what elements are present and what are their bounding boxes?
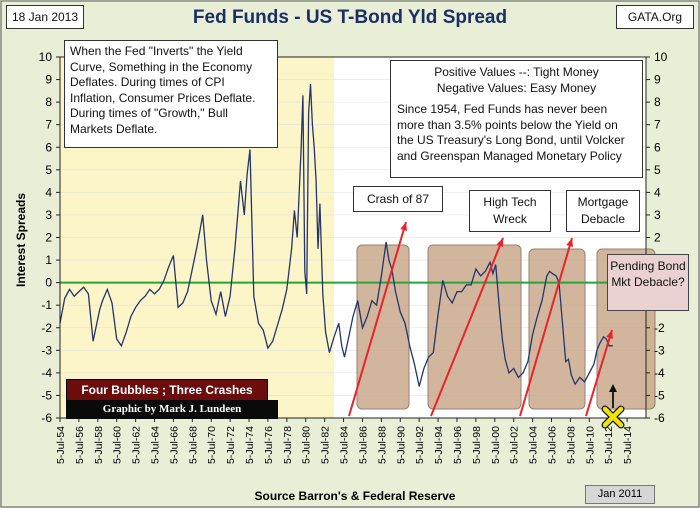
y-tick-label-left: 4 <box>45 185 52 199</box>
x-tick-label: 5-Jul-84 <box>339 426 351 464</box>
crash-arrows <box>348 221 613 417</box>
spread-series-line <box>59 84 613 387</box>
x-tick-label: 5-Jul-06 <box>546 426 558 464</box>
y-tick-label-right: 9 <box>654 73 661 87</box>
y-tick-label-right: 10 <box>654 50 668 64</box>
x-tick-label: 5-Jul-62 <box>131 426 143 464</box>
bubble-box-2000 <box>427 244 522 410</box>
crash-arrow <box>430 237 504 417</box>
x-tick-label: 5-Jul-98 <box>471 426 483 464</box>
x-tick-label: 5-Jul-82 <box>320 426 332 464</box>
crash-arrow-head <box>606 330 613 339</box>
crash-arrow <box>348 221 407 417</box>
y-tick-label-right: 4 <box>654 185 661 199</box>
x-tick-label: 5-Jul-04 <box>528 426 540 464</box>
x-tick-label: 5-Jul-56 <box>74 426 86 464</box>
y-tick-label-right: -3 <box>654 343 665 357</box>
y-tick-label-right: 8 <box>654 95 661 109</box>
y-tick-label-left: -4 <box>41 366 52 380</box>
x-tick-label: 5-Jul-14 <box>622 426 634 464</box>
y-tick-label-left: -6 <box>41 411 52 425</box>
y-tick-label-left: -1 <box>41 298 52 312</box>
y-tick-label-left: -5 <box>41 388 52 402</box>
x-tick-label: 5-Jul-74 <box>244 426 256 464</box>
x-tick-label: 5-Jul-94 <box>433 426 445 464</box>
y-tick-label-left: 7 <box>45 118 52 132</box>
site-label: GATA.Org <box>616 5 694 29</box>
y-tick-label-left: 6 <box>45 140 52 154</box>
y-tick-label-left: 8 <box>45 95 52 109</box>
x-tick-label: 5-Jul-58 <box>93 426 105 464</box>
y-tick-label-right: 2 <box>654 231 661 245</box>
y-axis-title: Interest Spreads <box>14 193 28 287</box>
x-tick-label: 5-Jul-68 <box>187 426 199 464</box>
y-tick-label-left: 2 <box>45 231 52 245</box>
x-tick-label: 5-Jul-96 <box>452 426 464 464</box>
chart-title: Fed Funds - US T-Bond Yld Spread <box>192 7 508 28</box>
y-tick-label-right: 3 <box>654 208 661 222</box>
y-tick-label-right: -6 <box>654 411 665 425</box>
x-tick-label: 5-Jul-72 <box>225 426 237 464</box>
y-tick-label-left: 9 <box>45 73 52 87</box>
y-tick-label-left: 10 <box>39 50 53 64</box>
y-tick-label-right: 7 <box>654 118 661 132</box>
x-tick-label: 5-Jul-86 <box>357 426 369 464</box>
left-note: When the Fed "Inverts" the Yield Curve, … <box>64 40 278 148</box>
x-tick-label: 5-Jul-02 <box>509 426 521 464</box>
callout-high-tech: High Tech Wreck <box>469 190 551 232</box>
right-note-line-2: Negative Values: Easy Money <box>436 80 597 95</box>
x-tick-label: 5-Jul-08 <box>565 426 577 464</box>
x-tick-label: 5-Jul-54 <box>55 426 67 464</box>
crash-arrow-head <box>400 222 408 231</box>
callout-crash-87: Crash of 87 <box>353 186 443 212</box>
x-tick-label: 5-Jul-80 <box>301 426 313 464</box>
y-tick-label-left: -2 <box>41 321 52 335</box>
y-tick-label-left: 5 <box>45 163 52 177</box>
y-tick-label-right: 5 <box>654 163 661 177</box>
crash-arrow <box>585 329 613 417</box>
crash-arrow <box>519 237 573 417</box>
y-tick-label-left: 0 <box>45 276 52 290</box>
x-tick-label: 5-Jul-76 <box>263 426 275 464</box>
crash-arrow-head <box>566 238 574 247</box>
x-tick-label: 5-Jul-00 <box>490 426 502 464</box>
y-tick-label-right: -2 <box>654 321 665 335</box>
y-tick-label-left: 3 <box>45 208 52 222</box>
bubble-box-2007 <box>528 248 586 410</box>
bubbles-banner: Four Bubbles ; Three Crashes <box>66 379 268 402</box>
y-tick-label-left: 1 <box>45 253 52 267</box>
right-note: Positive Values --: Tight Money Negative… <box>390 60 643 178</box>
callout-pending: Pending Bond Mkt Debacle? <box>607 254 689 311</box>
x-axis-title: Source Barron's & Federal Reserve <box>255 489 456 503</box>
x-tick-label: 5-Jul-60 <box>112 426 124 464</box>
x-tick-label: 5-Jul-70 <box>206 426 218 464</box>
x-tick-label: 5-Jul-64 <box>150 426 162 464</box>
right-note-line-1: Positive Values --: Tight Money <box>434 65 599 79</box>
jan-2011-marker <box>601 384 625 429</box>
x-tick-label: 5-Jul-12 <box>603 426 615 464</box>
callout-mortgage: Mortgage Debacle <box>566 190 640 232</box>
x-tick-label: 5-Jul-78 <box>282 426 294 464</box>
crash-arrow-head <box>496 238 504 247</box>
y-tick-label-right: -4 <box>654 366 665 380</box>
x-tick-label: 5-Jul-90 <box>395 426 407 464</box>
y-tick-label-right: 6 <box>654 140 661 154</box>
x-tick-label: 5-Jul-92 <box>414 426 426 464</box>
x-tick-label: 5-Jul-66 <box>168 426 180 464</box>
date-label: 18 Jan 2013 <box>6 5 84 29</box>
x-tick-label: 5-Jul-88 <box>376 426 388 464</box>
y-tick-label-left: -3 <box>41 343 52 357</box>
credit-banner: Graphic by Mark J. Lundeen <box>66 400 278 419</box>
marker-label: Jan 2011 <box>585 485 655 504</box>
x-tick-label: 5-Jul-10 <box>584 426 596 464</box>
bubble-box-1987 <box>356 244 410 410</box>
right-note-body: Since 1954, Fed Funds has never been mor… <box>397 102 625 163</box>
y-tick-label-right: -5 <box>654 388 665 402</box>
